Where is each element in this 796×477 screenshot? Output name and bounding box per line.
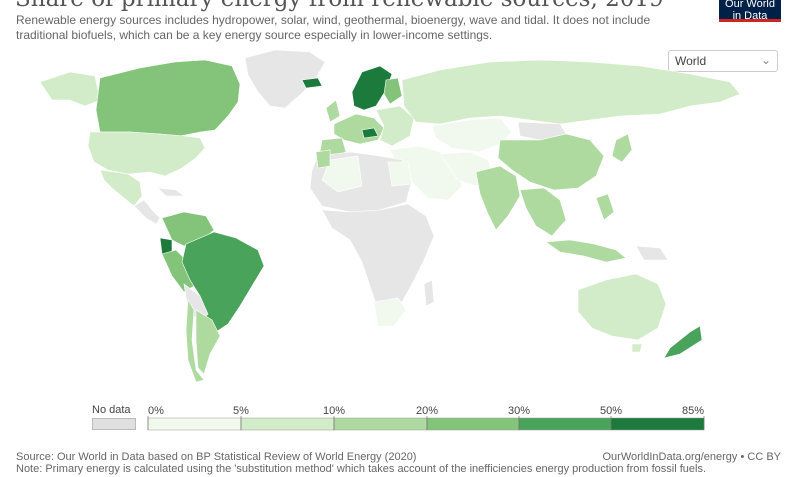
country-australia[interactable] [577,273,667,341]
legend-bin[interactable] [518,417,612,431]
legend-bin[interactable] [147,417,242,431]
owid-logo[interactable]: Our World in Data [719,0,781,22]
methodology-note: Note: Primary energy is calculated using… [16,463,707,475]
legend-tick-label: 50% [600,405,622,417]
region-selector-value: World [675,54,707,68]
country-south-africa[interactable] [373,297,407,327]
logo-line1: Our World [725,0,775,10]
world-map [39,49,741,383]
region-central-america[interactable] [133,199,161,225]
country-india[interactable] [475,165,521,231]
country-mexico[interactable] [99,169,143,207]
legend-bin[interactable] [426,417,520,431]
legend-no-data-label: No data [92,404,131,416]
country-philippines[interactable] [595,193,615,221]
legend-tick-label: 10% [323,405,345,417]
legend-bin[interactable] [610,417,705,431]
country-chile[interactable] [185,299,205,383]
country-indonesia[interactable] [545,239,627,263]
legend-tick-label: 30% [508,405,530,417]
country-brazil[interactable] [181,231,265,333]
country-algeria[interactable] [321,155,363,193]
region-southeast-asia[interactable] [519,187,567,237]
chart-subtitle: Renewable energy sources includes hydrop… [16,13,651,42]
region-sub-saharan-africa[interactable] [321,203,435,317]
country-egypt[interactable] [387,161,413,187]
country-iceland[interactable] [301,77,323,89]
legend-tick-label: 85% [682,405,704,417]
country-greenland[interactable] [244,49,326,109]
country-austria[interactable] [361,127,379,139]
legend-scale: 0% 5% 10% 20% 30% 50% 85% [147,405,705,431]
color-legend: No data 0% 5% 10% 20% 30% 50% 85% [0,400,796,440]
region-eastern-europe[interactable] [375,105,415,147]
region-selector[interactable]: World ⌄ [668,50,778,72]
legend-no-data-swatch [92,418,136,430]
country-argentina[interactable] [195,309,221,375]
logo-line2: in Data [732,10,768,22]
country-usa-alaska[interactable] [39,71,101,107]
country-morocco[interactable] [315,149,331,169]
legend-bin[interactable] [240,417,335,431]
country-finland[interactable] [383,77,403,105]
country-japan[interactable] [611,133,633,163]
country-madagascar[interactable] [423,279,435,307]
chevron-down-icon: ⌄ [760,53,771,67]
legend-tick-label: 20% [416,405,438,417]
region-caribbean[interactable] [157,187,185,197]
country-russia[interactable] [401,59,741,125]
attribution-link[interactable]: OurWorldInData.org/energy • CC BY [602,451,782,463]
country-uk[interactable] [325,99,341,123]
country-australia-tasmania[interactable] [631,343,643,353]
legend-tick-label: 5% [233,405,249,417]
legend-bin[interactable] [333,417,428,431]
source-note: Source: Our World in Data based on BP St… [16,451,417,463]
country-china[interactable] [497,133,605,191]
chart-title: Share of primary energy from renewable s… [15,0,664,12]
country-usa[interactable] [87,131,206,177]
country-papua-new-guinea[interactable] [635,245,669,261]
country-canada[interactable] [95,59,241,137]
legend-tick-label: 0% [148,405,164,417]
country-new-zealand[interactable] [663,325,703,359]
